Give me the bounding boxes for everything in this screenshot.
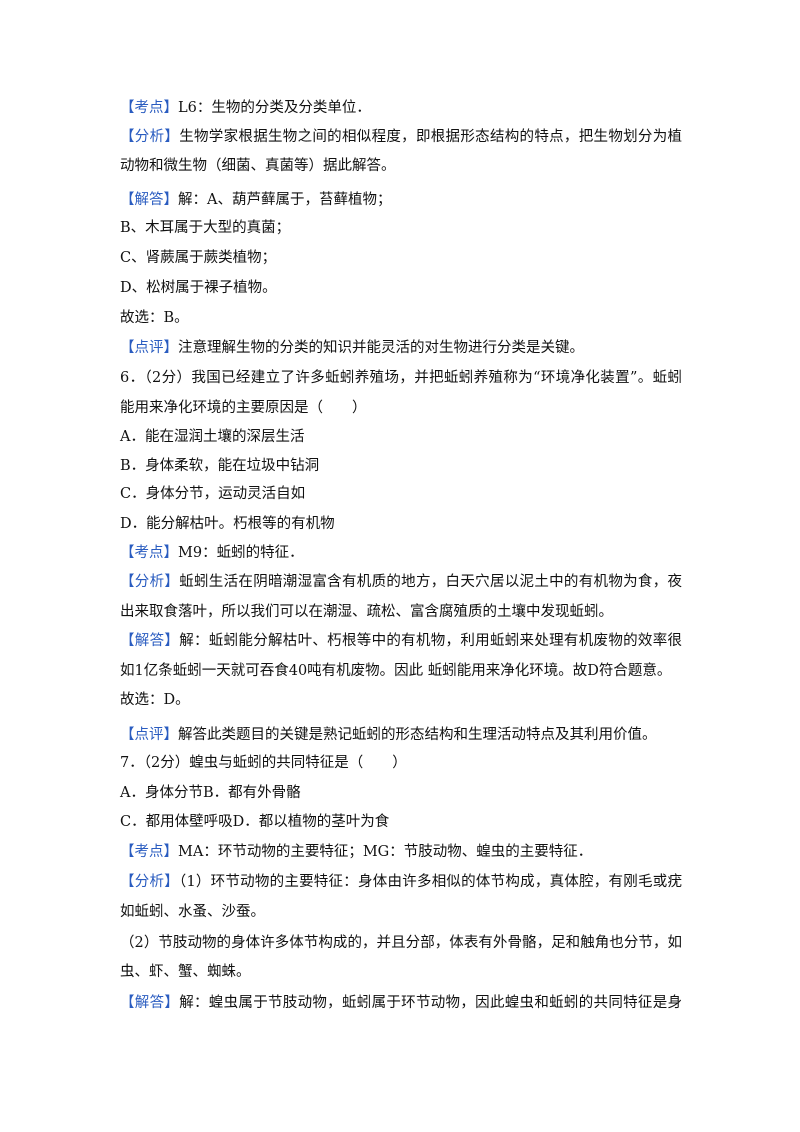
text-line: A．能在湿润土壤的深层生活	[120, 427, 682, 447]
line-text: 生物学家根据生物之间的相似程度，即根据形态结构的特点，把生物划分为植物	[179, 129, 682, 145]
line-text: 7．（2分）蝗虫与蚯蚓的共同特征是（ ）	[120, 755, 407, 771]
text-line: 虫、虾、蟹、蜘蛛。	[120, 962, 682, 982]
line-text: 6．（2分）我国已经建立了许多蚯蚓养殖场，并把蚯蚓养殖称为“环境净化装置”。蚯蚓	[120, 370, 682, 386]
section-tag: 【考点】	[120, 545, 178, 561]
line-text: 如蚯蚓、水蚤、沙蚕。	[120, 904, 265, 920]
line-text: 故选：D。	[120, 692, 190, 708]
line-text: 解：蚯蚓能分解枯叶、朽根等中的有机物，利用蚯蚓来处理有机废物的效率很高	[179, 633, 682, 649]
text-line: 【解答】解：蝗虫属于节肢动物，蚯蚓属于环节动物，因此蝗虫和蚯蚓的共同特征是身体	[120, 993, 682, 1013]
text-line: B．身体柔软，能在垃圾中钻洞	[120, 456, 682, 476]
line-text: 蚯蚓生活在阴暗潮湿富含有机质的地方，白天穴居以泥土中的有机物为食，夜间	[179, 574, 682, 590]
line-text: 如1亿条蚯蚓一天就可吞食40吨有机废物。因此 蚯蚓能用来净化环境。故D符合题意。	[120, 663, 672, 679]
text-line: 出来取食落叶，所以我们可以在潮湿、疏松、富含腐殖质的土壤中发现蚯蚓。	[120, 602, 682, 622]
line-text: 能用来净化环境的主要原因是（ ）	[120, 400, 367, 416]
text-line: 能用来净化环境的主要原因是（ ）	[120, 398, 682, 418]
text-line: 【考点】M9：蚯蚓的特征．	[120, 543, 682, 563]
line-text: B、木耳属于大型的真菌；	[120, 220, 291, 236]
text-line: 【点评】解答此类题目的关键是熟记蚯蚓的形态结构和生理活动特点及其利用价值。	[120, 725, 682, 745]
line-text: （2）节肢动物的身体许多体节构成的，并且分部，体表有外骨骼，足和触角也分节，如蝗	[120, 935, 682, 951]
section-tag: 【解答】	[120, 633, 180, 649]
text-line: 【分析】生物学家根据生物之间的相似程度，即根据形态结构的特点，把生物划分为植物	[120, 127, 682, 147]
section-tag: 【点评】	[120, 727, 178, 743]
line-text: 解：A、葫芦藓属于，苔藓植物；	[178, 192, 392, 208]
line-text: 虫、虾、蟹、蜘蛛。	[120, 964, 251, 980]
line-text: C．都用体壁呼吸D．都以植物的茎叶为食	[120, 814, 390, 830]
text-line: 【分析】（1）环节动物的主要特征：身体由许多相似的体节构成，真体腔，有刚毛或疣足…	[120, 872, 682, 892]
text-line: 6．（2分）我国已经建立了许多蚯蚓养殖场，并把蚯蚓养殖称为“环境净化装置”。蚯蚓	[120, 368, 682, 388]
line-text: M9：蚯蚓的特征．	[178, 545, 304, 561]
text-line: D．能分解枯叶。朽根等的有机物	[120, 514, 682, 534]
text-line: 故选：D。	[120, 690, 682, 710]
section-tag: 【解答】	[120, 192, 178, 208]
text-line: 【分析】蚯蚓生活在阴暗潮湿富含有机质的地方，白天穴居以泥土中的有机物为食，夜间	[120, 572, 682, 592]
line-text: L6：生物的分类及分类单位．	[178, 100, 371, 116]
section-tag: 【分析】	[120, 874, 179, 890]
section-tag: 【分析】	[120, 574, 180, 590]
text-line: 【考点】L6：生物的分类及分类单位．	[120, 98, 682, 118]
section-tag: 【考点】	[120, 100, 178, 116]
text-line: A．身体分节B．都有外骨骼	[120, 783, 682, 803]
text-line: 【考点】MA：环节动物的主要特征；MG：节肢动物、蝗虫的主要特征．	[120, 842, 682, 862]
line-text: C．身体分节，运动灵活自如	[120, 486, 306, 502]
line-text: B．身体柔软，能在垃圾中钻洞	[120, 458, 320, 474]
line-text: D．能分解枯叶。朽根等的有机物	[120, 516, 335, 532]
line-text: 出来取食落叶，所以我们可以在潮湿、疏松、富含腐殖质的土壤中发现蚯蚓。	[120, 604, 613, 620]
line-text: （1）环节动物的主要特征：身体由许多相似的体节构成，真体腔，有刚毛或疣足，	[178, 874, 682, 890]
line-text: 故选：B。	[120, 310, 189, 326]
line-text: A．能在湿润土壤的深层生活	[120, 429, 305, 445]
text-line: 7．（2分）蝗虫与蚯蚓的共同特征是（ ）	[120, 753, 682, 773]
text-line: 动物和微生物（细菌、真菌等）据此解答。	[120, 156, 682, 176]
text-line: 故选：B。	[120, 308, 682, 328]
section-tag: 【点评】	[120, 340, 178, 356]
text-line: C．都用体壁呼吸D．都以植物的茎叶为食	[120, 812, 682, 832]
text-line: 【解答】解：蚯蚓能分解枯叶、朽根等中的有机物，利用蚯蚓来处理有机废物的效率很高	[120, 631, 682, 651]
section-tag: 【解答】	[120, 995, 180, 1011]
line-text: C、肾蕨属于蕨类植物；	[120, 250, 277, 266]
text-line: D、松树属于裸子植物。	[120, 278, 682, 298]
text-line: C、肾蕨属于蕨类植物；	[120, 248, 682, 268]
text-line: C．身体分节，运动灵活自如	[120, 484, 682, 504]
line-text: 注意理解生物的分类的知识并能灵活的对生物进行分类是关键。	[178, 340, 584, 356]
line-text: A．身体分节B．都有外骨骼	[120, 785, 301, 801]
line-text: MA：环节动物的主要特征；MG：节肢动物、蝗虫的主要特征．	[178, 844, 593, 860]
line-text: 解：蝗虫属于节肢动物，蚯蚓属于环节动物，因此蝗虫和蚯蚓的共同特征是身体	[179, 995, 682, 1011]
line-text: 动物和微生物（细菌、真菌等）据此解答。	[120, 158, 396, 174]
text-line: 【解答】解：A、葫芦藓属于，苔藓植物；	[120, 190, 682, 210]
line-text: 解答此类题目的关键是熟记蚯蚓的形态结构和生理活动特点及其利用价值。	[178, 727, 657, 743]
section-tag: 【考点】	[120, 844, 178, 860]
text-line: 如蚯蚓、水蚤、沙蚕。	[120, 902, 682, 922]
text-line: 如1亿条蚯蚓一天就可吞食40吨有机废物。因此 蚯蚓能用来净化环境。故D符合题意。	[120, 661, 682, 681]
line-text: D、松树属于裸子植物。	[120, 280, 277, 296]
text-line: 【点评】注意理解生物的分类的知识并能灵活的对生物进行分类是关键。	[120, 338, 682, 358]
section-tag: 【分析】	[120, 129, 180, 145]
text-line: B、木耳属于大型的真菌；	[120, 218, 682, 238]
text-line: （2）节肢动物的身体许多体节构成的，并且分部，体表有外骨骼，足和触角也分节，如蝗	[120, 933, 682, 953]
